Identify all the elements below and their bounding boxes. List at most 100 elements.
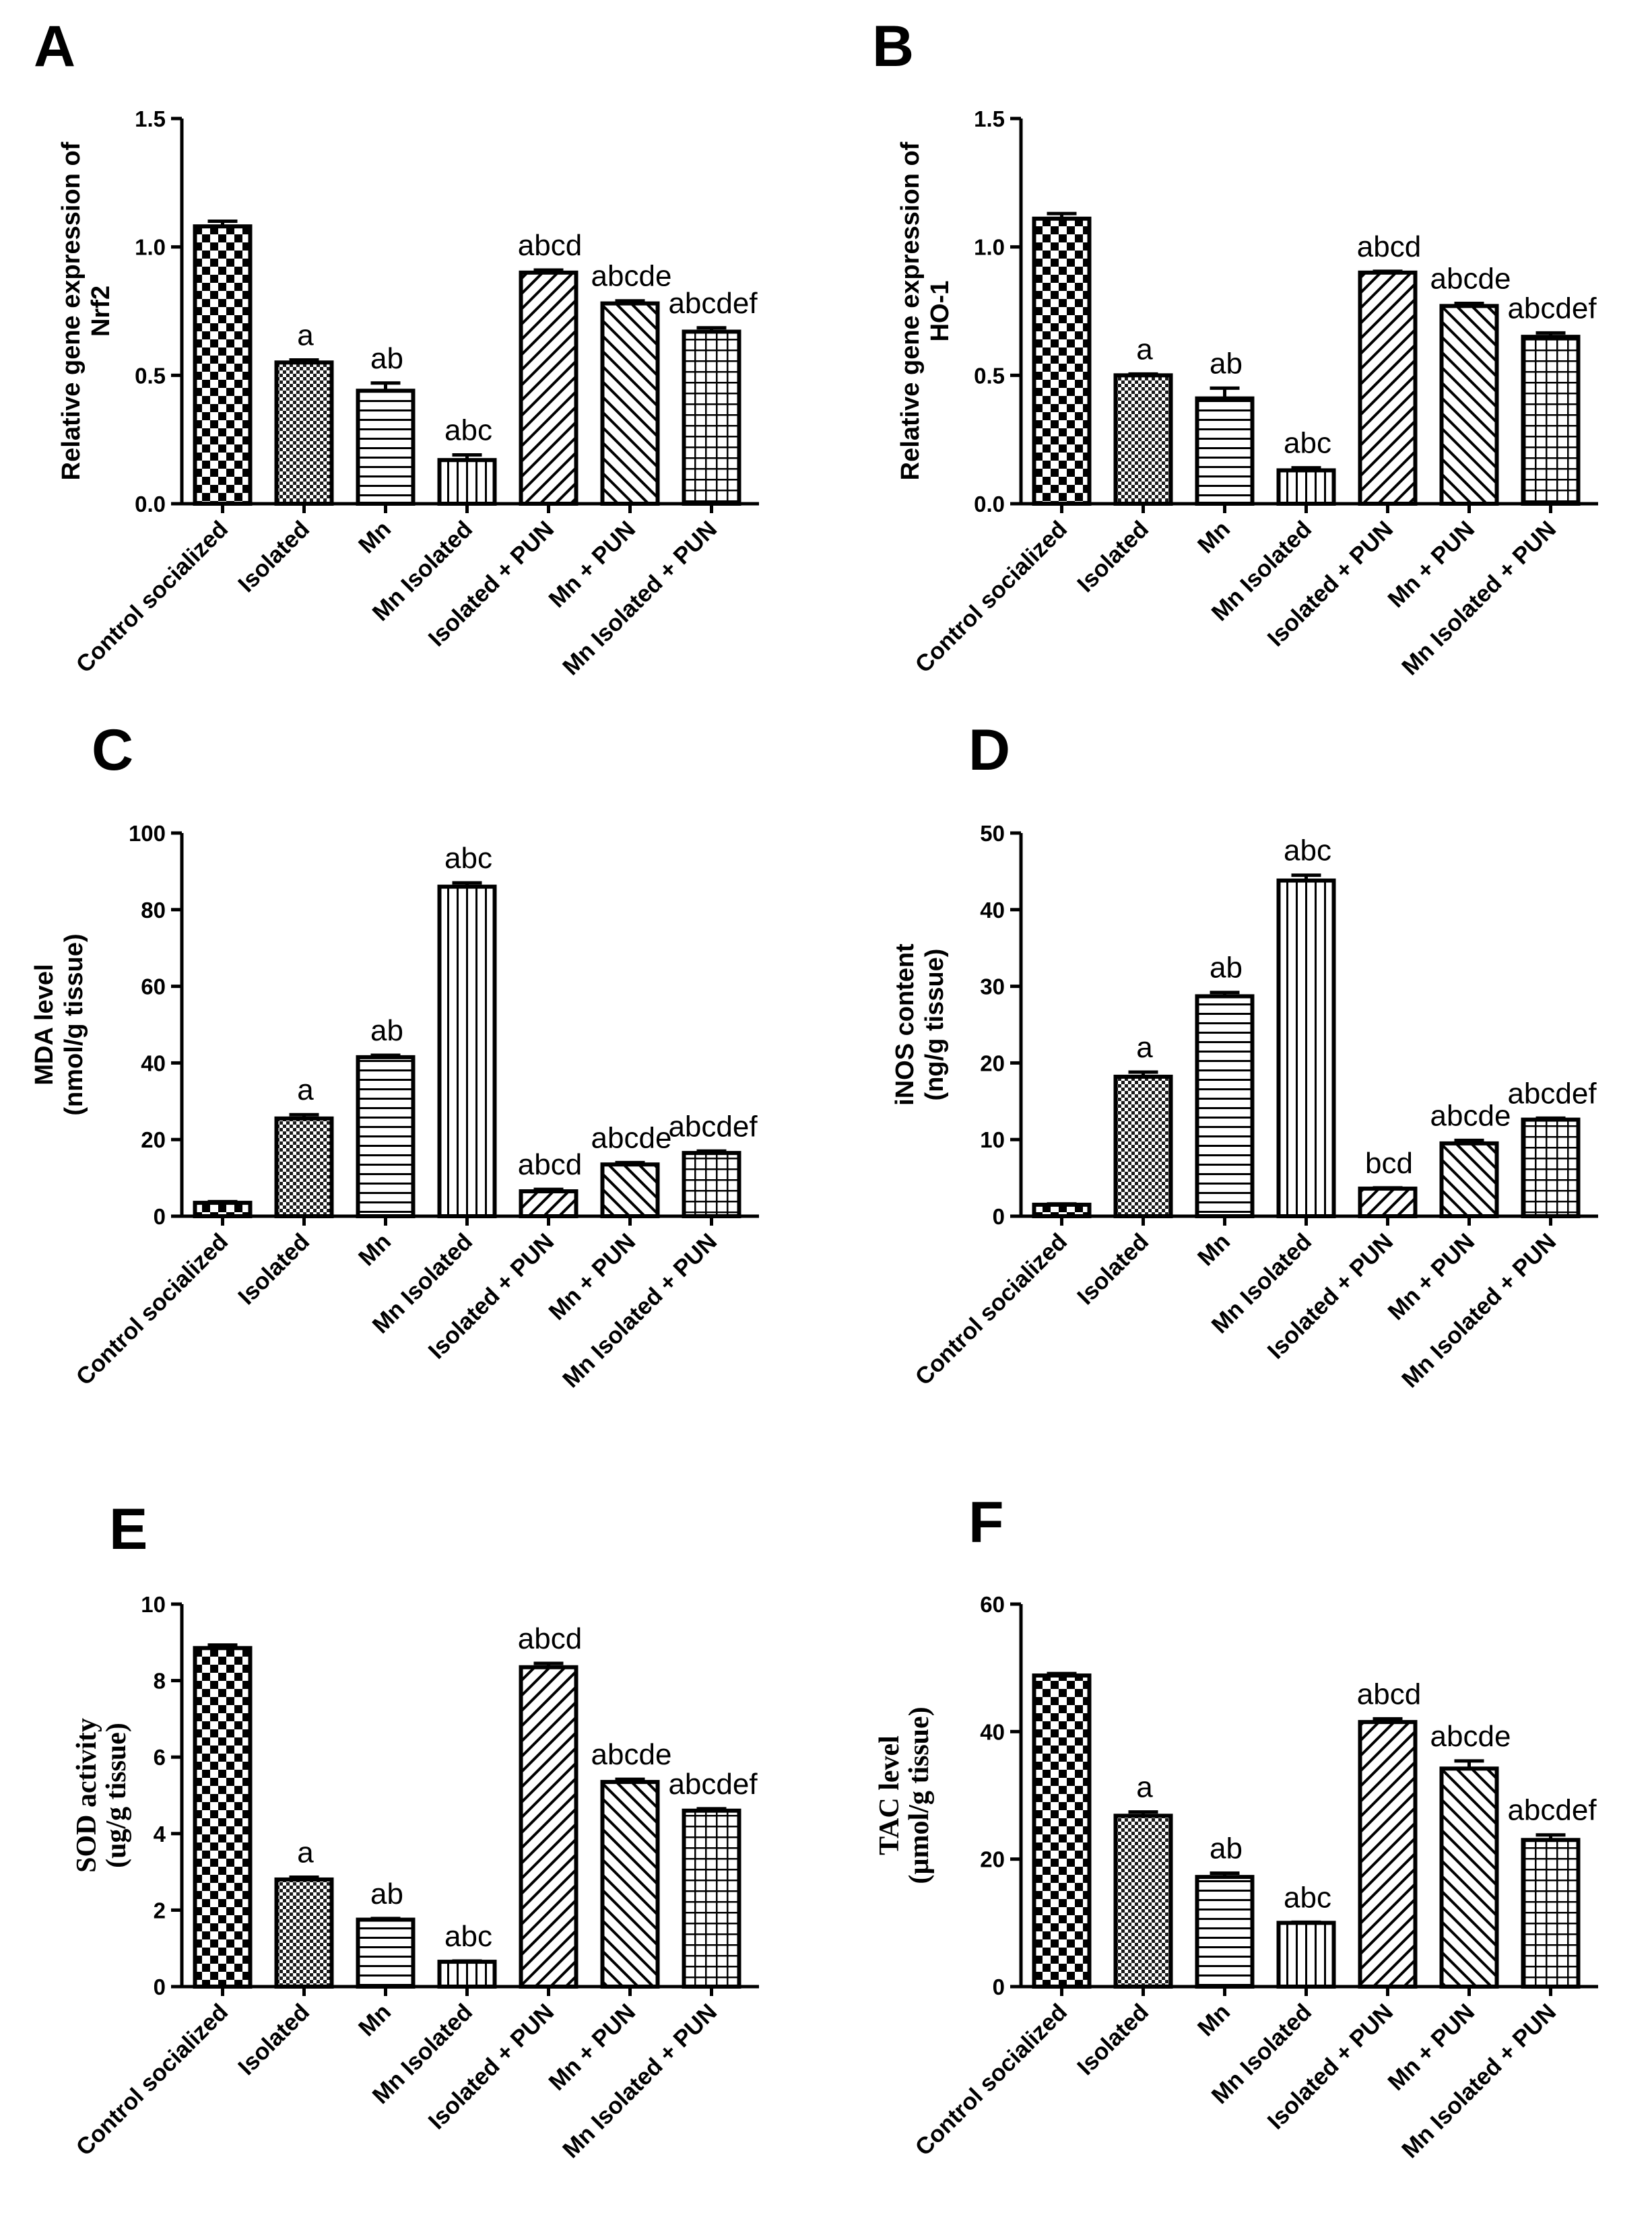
bar-5 (1358, 1187, 1418, 1218)
x-category-label: Control socialized (71, 516, 233, 678)
x-category-label: Mn Isolated + PUN (1397, 516, 1561, 680)
x-category-label: Mn (354, 1228, 396, 1271)
bar-1 (1032, 1202, 1092, 1219)
y-axis-title-line: SOD activity (71, 1718, 102, 1873)
bar-6 (600, 301, 660, 506)
y-axis-title-line: HO-1 (926, 281, 954, 342)
significance-label: a (1136, 1771, 1153, 1804)
bar-4 (1276, 468, 1336, 506)
y-axis-title: Relative gene expression of HO-1 (896, 141, 954, 480)
bar-5 (519, 1189, 579, 1219)
y-axis-title-line: (µmol/g tissue) (904, 1706, 935, 1884)
panel-letter: A (34, 14, 75, 79)
y-axis-title-line: (nmol/g tissue) (60, 933, 88, 1115)
x-category-label: Isolated (233, 516, 315, 597)
panel-e: E SOD activity(ug/g tissue) 0 2 4 6 8 10 Control… (71, 1497, 759, 2163)
panel-f: F TAC level(µmol/g tissue) 0 20 40 60 Control … (874, 1490, 1598, 2163)
bar-7 (682, 329, 741, 506)
bar-4 (437, 1960, 497, 1989)
x-category-label: Isolated (1072, 1999, 1154, 2080)
y-tick-label: 0 (154, 1204, 166, 1229)
y-axis-title-line: Relative gene expression of (896, 141, 925, 480)
y-tick-label: 0 (993, 1974, 1005, 1999)
bar-4 (437, 458, 497, 506)
significance-label: abcde (591, 1738, 672, 1771)
bar-5 (1358, 270, 1418, 506)
significance-label: abc (1284, 834, 1331, 867)
y-tick-label: 8 (154, 1669, 166, 1694)
significance-label: abcde (1430, 263, 1511, 296)
bar-2 (1113, 373, 1173, 506)
significance-label: abcdef (668, 1768, 758, 1801)
bar-1 (193, 224, 253, 506)
panel-c: C MDA level (nmol/g tissue) 0 20 40 60 80 100 Con… (30, 718, 759, 1393)
bar-1 (193, 1201, 253, 1218)
y-axis-title-line: iNOS content (891, 943, 919, 1106)
significance-label: a (297, 1073, 314, 1106)
significance-label: a (297, 1836, 314, 1869)
bar-6 (1439, 304, 1499, 506)
panel-letter: C (92, 718, 133, 783)
x-category-label: Mn (1193, 1999, 1235, 2041)
significance-label: a (1136, 333, 1153, 366)
bar-7 (682, 1808, 741, 1989)
significance-label: ab (1210, 952, 1243, 985)
bar-2 (274, 1877, 334, 1989)
bar-2 (1113, 1074, 1173, 1219)
significance-label: bcd (1365, 1147, 1413, 1180)
x-category-label: Mn Isolated + PUN (558, 1999, 722, 2163)
x-category-label: Mn (354, 1999, 396, 2041)
y-axis-title-line: (ng/g tissue) (921, 949, 949, 1101)
significance-label: abcdef (668, 1110, 758, 1143)
y-axis-title: TAC level(µmol/g tissue) (874, 1706, 935, 1884)
y-axis-title: SOD activity(ug/g tissue) (71, 1718, 132, 1873)
bar-2 (274, 360, 334, 506)
bar-6 (600, 1162, 660, 1219)
y-axis-title: Relative gene expression of Nrf2 (57, 141, 115, 480)
x-category-label: Mn Isolated + PUN (1397, 1999, 1561, 2163)
y-tick-label: 1.5 (974, 106, 1005, 131)
y-axis-title: iNOS content (ng/g tissue) (891, 943, 949, 1106)
x-category-label: Mn Isolated + PUN (558, 1228, 722, 1393)
bar-1 (1032, 216, 1092, 506)
y-tick-label: 60 (980, 1592, 1005, 1617)
significance-label: abcde (591, 260, 672, 293)
x-category-label: Mn (1193, 1228, 1235, 1271)
y-tick-label: 50 (980, 821, 1005, 846)
x-category-label: Isolated (1072, 516, 1154, 597)
bar-3 (356, 389, 416, 506)
bar-3 (1195, 396, 1255, 506)
y-tick-label: 1.0 (974, 235, 1005, 260)
x-category-label: Mn (354, 516, 396, 558)
bar-4 (1276, 1921, 1336, 1989)
x-category-label: Control socialized (910, 1228, 1072, 1391)
panel-b: B Relative gene expression of HO-1 0.0 0.5 1.… (872, 14, 1598, 680)
significance-label: abcde (591, 1121, 672, 1154)
y-tick-label: 40 (980, 1719, 1005, 1744)
bar-1 (1032, 1673, 1092, 1989)
y-tick-label: 1.5 (135, 106, 166, 131)
y-tick-label: 0.0 (135, 492, 166, 517)
significance-label: ab (370, 1878, 403, 1911)
panel-a: A Relative gene expression of Nrf2 0.0 0.5 1.… (34, 14, 759, 680)
significance-label: a (1136, 1031, 1153, 1064)
bar-5 (519, 270, 579, 506)
y-tick-label: 4 (154, 1822, 166, 1847)
x-category-label: Mn Isolated + PUN (1397, 1228, 1561, 1393)
y-axis-title-line: (ug/g tissue) (101, 1723, 132, 1868)
significance-label: abcd (518, 1622, 582, 1655)
significance-label: abc (444, 1920, 492, 1953)
x-category-label: Control socialized (910, 1999, 1072, 2161)
y-tick-label: 10 (980, 1127, 1005, 1152)
bar-3 (1195, 994, 1255, 1219)
bar-3 (356, 1055, 416, 1218)
bar-4 (1276, 878, 1336, 1219)
significance-label: abc (444, 414, 492, 447)
y-tick-label: 60 (141, 974, 166, 999)
y-tick-label: 100 (129, 821, 166, 846)
y-tick-label: 20 (980, 1051, 1005, 1075)
y-tick-label: 0 (154, 1974, 166, 1999)
significance-label: abc (444, 842, 492, 875)
bar-7 (1521, 335, 1581, 506)
